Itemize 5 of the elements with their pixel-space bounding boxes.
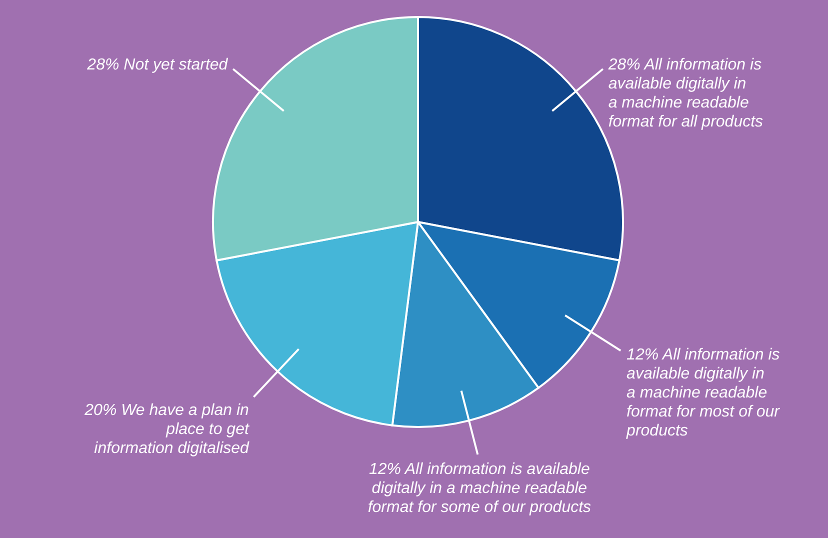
slice-label: 20% We have a plan in place to get information digitalised [84,402,250,458]
slice-label: 28% All information is available digitally in a machine readable format for all products [607,56,764,131]
slice-label: 28% Not yet started [86,56,229,74]
slice-label: 12% All information is available digitally in a machine readable format for some of our products [368,461,592,516]
slice-label: 12% All information is available digitally in a machine readable format for most of our products [626,346,780,440]
